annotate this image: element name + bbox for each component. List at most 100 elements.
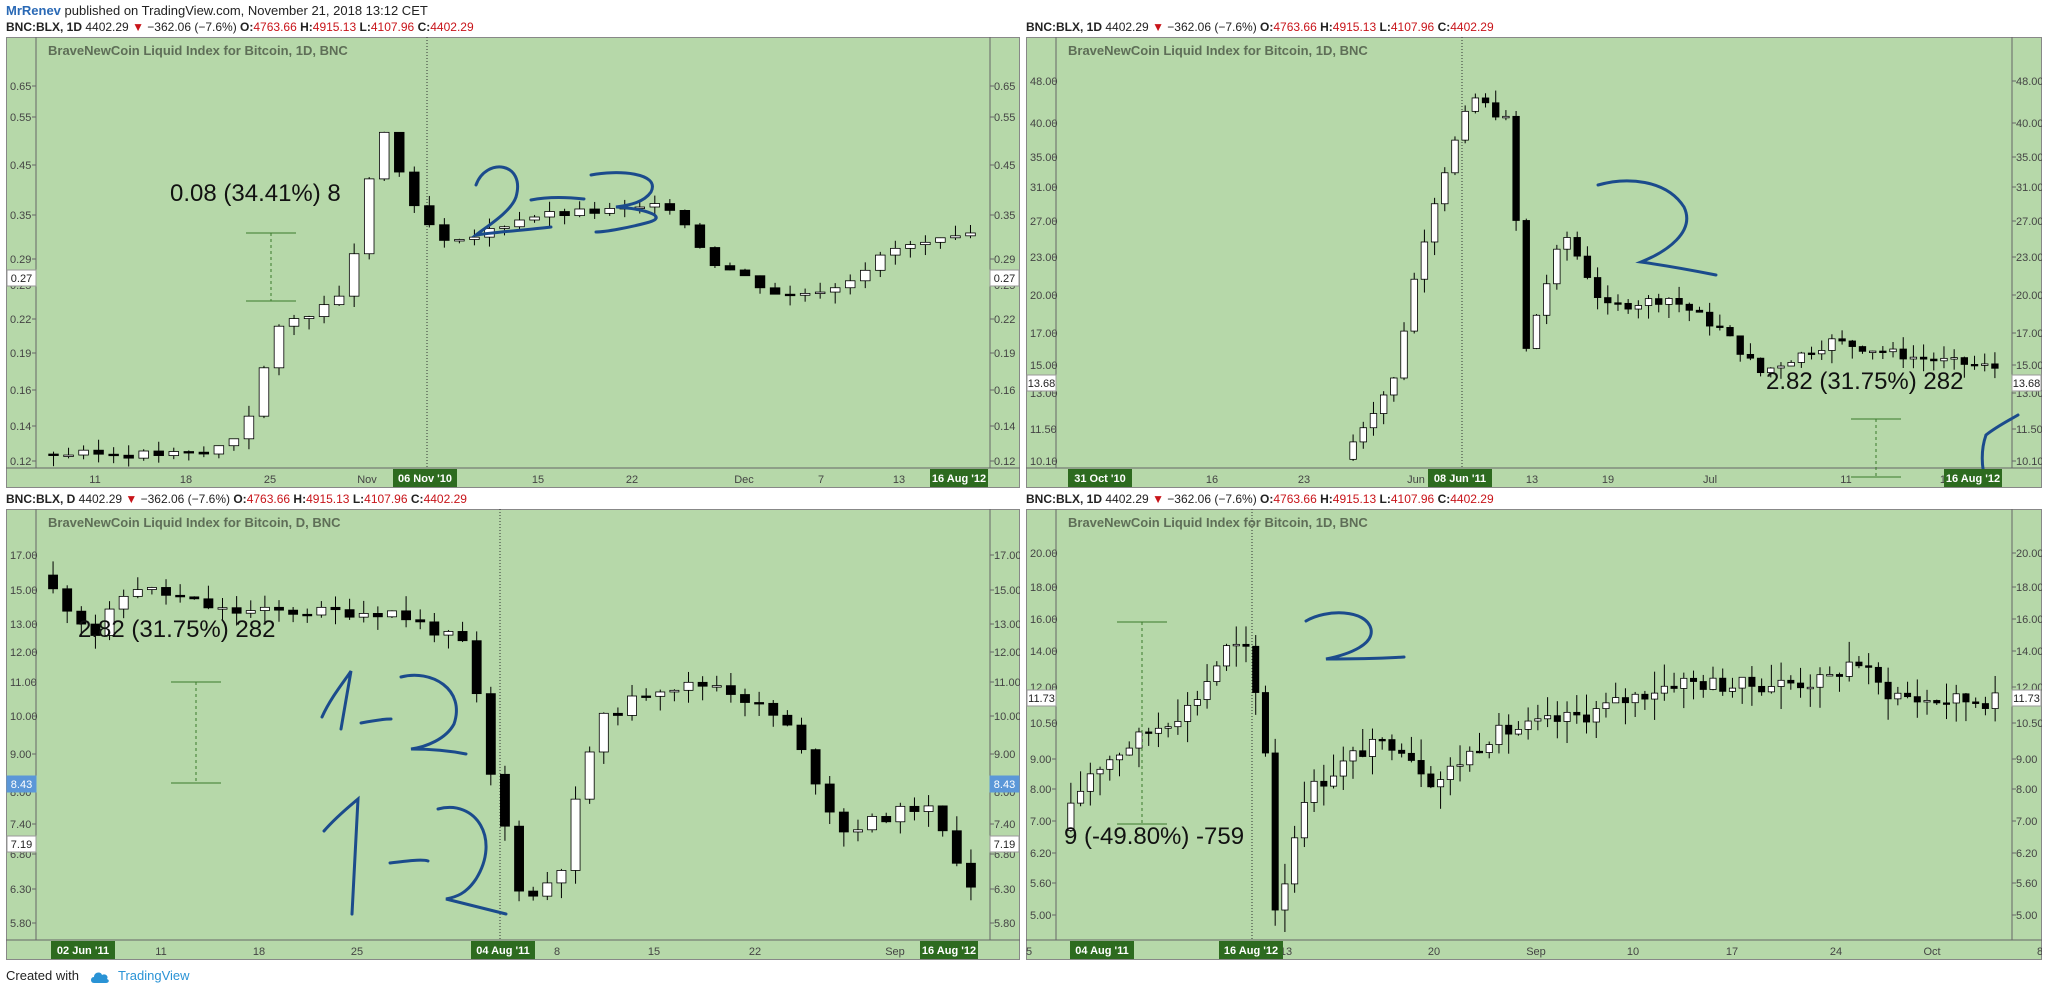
handwritten-wave-label[interactable] xyxy=(1304,611,1406,661)
measure-label: 2.82 (31.75%) 282 xyxy=(1766,368,1963,395)
candle-down xyxy=(1933,700,1941,704)
candle-up xyxy=(1950,357,1958,360)
price-tag-label: 8.43 xyxy=(11,779,32,791)
candle-down xyxy=(1942,702,1951,705)
candle-up xyxy=(1738,676,1746,689)
y-tick-label-right: 35.00 xyxy=(2016,152,2042,164)
candle-down xyxy=(288,609,299,615)
handwritten-wave-label[interactable] xyxy=(399,673,468,756)
candle-up xyxy=(1451,139,1459,174)
chart-panel-3[interactable]: BNC:BLX, D 4402.29 ▼ −362.06 (−7.6%) O:4… xyxy=(6,490,1020,960)
handwritten-wave-label[interactable] xyxy=(470,165,553,238)
handwritten-wave-label[interactable] xyxy=(320,670,353,731)
candle-down xyxy=(302,613,313,617)
candle-up xyxy=(387,610,397,618)
candle-up xyxy=(799,292,811,296)
y-tick-label-right: 18.00 xyxy=(2016,582,2042,594)
x-tick-label: 15 xyxy=(648,946,660,958)
handwritten-wave-label[interactable] xyxy=(1596,179,1718,277)
price-tag xyxy=(2011,689,2042,707)
date-tag xyxy=(51,941,115,959)
date-tag-label: 04 Aug '11 xyxy=(476,945,530,957)
y-tick-label-left: 5.80 xyxy=(10,918,31,930)
candle-up xyxy=(542,882,553,897)
candle-up xyxy=(814,291,826,294)
legend-l-label: L: xyxy=(1379,20,1391,34)
date-tag-label: 16 Aug '12 xyxy=(1224,945,1278,957)
candle-down xyxy=(1398,749,1406,754)
y-tick-label-left: 31.00 xyxy=(1030,182,1058,194)
candle-up xyxy=(1728,687,1736,692)
candle-up xyxy=(574,208,585,217)
candle-up xyxy=(1300,802,1308,839)
candle-down xyxy=(108,453,119,457)
plot-area[interactable] xyxy=(6,509,1020,960)
candle-up xyxy=(627,695,637,716)
date-tag-label: 31 Oct '10 xyxy=(1074,473,1126,485)
candlestick-chart[interactable]: BraveNewCoin Liquid Index for Bitcoin, 1… xyxy=(1026,509,2042,960)
author-link[interactable]: MrRenev xyxy=(6,3,61,18)
candle-down xyxy=(1604,297,1612,304)
candle-up xyxy=(1164,726,1172,729)
handwritten-wave-label[interactable] xyxy=(529,196,586,202)
chart-panel-1[interactable]: BNC:BLX, 1D 4402.29 ▼ −362.06 (−7.6%) O:… xyxy=(6,18,1020,488)
plot-area[interactable] xyxy=(1026,509,2042,960)
chart-panel-4[interactable]: BNC:BLX, 1D 4402.29 ▼ −362.06 (−7.6%) O:… xyxy=(1026,490,2042,960)
candle-up xyxy=(1437,779,1445,788)
candle-down xyxy=(1874,666,1882,683)
candle-up xyxy=(1349,750,1357,762)
legend-c: 4402.29 xyxy=(430,20,474,34)
candle-down xyxy=(1748,676,1756,687)
candlestick-chart[interactable]: BraveNewCoin Liquid Index for Bitcoin, 1… xyxy=(6,37,1020,488)
candle-down xyxy=(1699,681,1707,690)
handwritten-wave-label[interactable] xyxy=(359,717,393,725)
y-tick-label-right: 0.14 xyxy=(994,421,1015,433)
chart-title: BraveNewCoin Liquid Index for Bitcoin, D… xyxy=(48,515,341,530)
candle-down xyxy=(161,587,171,596)
x-tick-label: 7 xyxy=(818,474,824,486)
plot-area[interactable] xyxy=(6,37,1020,488)
chart-panel-2[interactable]: BNC:BLX, 1D 4402.29 ▼ −362.06 (−7.6%) O:… xyxy=(1026,18,2042,488)
date-tag xyxy=(1428,469,1492,487)
handwritten-wave-label[interactable] xyxy=(589,171,658,234)
candle-up xyxy=(358,613,369,618)
candle-down xyxy=(1492,102,1500,118)
x-tick-label: Jul xyxy=(1703,474,1717,486)
candle-up xyxy=(584,751,595,800)
candle-down xyxy=(274,606,284,611)
x-tick-label: 8 xyxy=(554,946,560,958)
candle-down xyxy=(1960,357,1969,365)
handwritten-wave-label[interactable] xyxy=(1984,413,2020,437)
handwritten-wave-label[interactable] xyxy=(388,858,430,865)
candle-up xyxy=(1563,711,1571,722)
candle-down xyxy=(1884,681,1892,700)
candle-up xyxy=(333,295,345,306)
candle-up xyxy=(1154,727,1162,734)
tradingview-link[interactable]: TradingView xyxy=(118,968,190,983)
date-tag-label: 02 Jun '11 xyxy=(57,945,109,957)
candle-up xyxy=(1310,780,1318,803)
y-tick-label-left: 10.50 xyxy=(1030,718,1058,730)
candle-up xyxy=(1612,697,1620,704)
candle-down xyxy=(1879,350,1887,353)
x-tick-label: 10 xyxy=(1627,946,1639,958)
candle-down xyxy=(1675,297,1683,305)
candlestick-chart[interactable]: BraveNewCoin Liquid Index for Bitcoin, 1… xyxy=(1026,37,2042,488)
candle-up xyxy=(1828,338,1836,351)
y-tick-label-left: 15.00 xyxy=(1030,360,1058,372)
candlestick-chart[interactable]: BraveNewCoin Liquid Index for Bitcoin, D… xyxy=(6,509,1020,960)
y-tick-label-right: 14.00 xyxy=(2016,646,2042,658)
y-tick-label-right: 7.40 xyxy=(994,819,1015,831)
candle-up xyxy=(146,587,157,590)
y-tick-label-right: 48.00 xyxy=(2016,76,2042,88)
handwritten-wave-label[interactable] xyxy=(322,795,360,916)
y-tick-label-right: 0.35 xyxy=(994,210,1015,222)
plot-area[interactable] xyxy=(1026,37,2042,488)
candle-up xyxy=(1379,394,1388,414)
candle-up xyxy=(1420,241,1429,280)
candle-up xyxy=(1466,750,1474,766)
candle-up xyxy=(1369,413,1378,429)
legend-c-label: C: xyxy=(1437,492,1451,506)
candle-down xyxy=(1388,739,1396,751)
handwritten-wave-label[interactable] xyxy=(436,806,508,916)
